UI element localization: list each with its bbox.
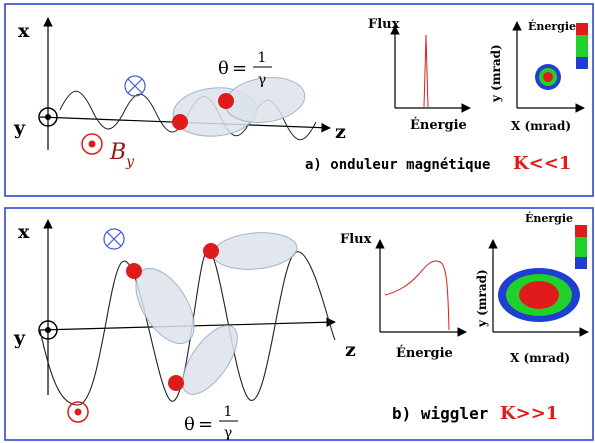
panel-b-ymrad-label: y (mrad) [475,269,489,328]
panel-b-k-label: K>>1 [500,403,558,424]
panel-b-theta-formula: θ = 1 γ [184,404,238,441]
panel-a-electron [172,114,188,130]
panel-b-y-axis-origin-outer [38,320,58,340]
panel-a-field-into-page-icon [124,75,146,97]
panel-a-field-out-of-page-icon [81,133,103,155]
panel-b-energy-scale-red [575,225,587,237]
panel-b-frame [4,207,594,441]
panel-b-y-axis-label: y [13,327,26,349]
panel-a-x-axis-label: x [18,20,30,42]
panel-a-electron [218,93,234,109]
svg-text:=: = [198,414,213,435]
panel-b-y-axis-origin-dot [45,327,51,333]
svg-text:1: 1 [224,404,233,420]
svg-text:θ: θ [184,414,195,435]
panel-b-beam-spot-red [519,281,559,309]
panel-a-y-axis-origin-dot [45,114,51,120]
panel-b-wiggler: x z y θ = 1 [4,207,594,441]
panel-a-angular-plot: y (mrad) X (mrad) Énergie [489,19,588,133]
panel-a-ymrad-label: y (mrad) [489,44,503,103]
svg-text:1: 1 [258,50,267,66]
panel-b-field-into-page-icon [103,228,125,250]
panel-a-y-axis-label: y [13,117,26,139]
panel-a-spectrum-peak [423,34,429,108]
panel-b-angular-plot: y (mrad) X (mrad) Énergie [475,211,589,365]
panel-b-spectrum-curve [384,260,450,331]
panel-b-x-axis-label: x [18,221,30,243]
svg-text:γ: γ [224,425,232,441]
panel-a-k-label: K<<1 [513,153,571,174]
panel-b-xmrad-label: X (mrad) [510,351,570,365]
panel-b-caption: b) wiggler [392,404,488,423]
panel-a-frame [4,3,594,197]
panel-b-emission-cone [135,268,195,344]
panel-b-electron [168,375,184,391]
panel-b-energy-label: Énergie [396,345,453,361]
panel-a-undulator: x z y By θ = 1 [4,3,594,197]
panel-a-y-axis-origin-outer [38,107,58,127]
panel-a-energy-scale-green [576,35,588,57]
panel-a-beam-spot-red [543,72,553,82]
panel-b-z-axis-label: z [345,339,356,361]
svg-text:θ: θ [218,58,229,79]
panel-a-field-label: By [109,140,135,170]
panel-b-flux-label: Flux [340,232,372,247]
panel-b-energy-scale-green [575,237,587,257]
panel-a-energy-scale-red [576,23,588,35]
panel-b-emission-cone [212,232,298,270]
panel-b-emission-cone [182,325,238,395]
panel-b-spectrum-plot: Flux Énergie [340,232,467,361]
panel-a-energy-scale-label: Énergie [528,19,576,33]
panel-b-field-out-of-page-icon [67,401,89,423]
panel-a-caption: a) onduleur magnétique [305,157,490,173]
panel-b-electron [126,263,142,279]
panel-a-spectrum-plot: Flux Énergie [368,17,471,133]
panel-b-energy-scale-label: Énergie [525,211,573,225]
panel-a-z-axis-label: z [335,121,346,143]
svg-text:=: = [232,58,247,79]
panel-a-field-subscript: y [125,154,135,170]
panel-a-energy-label: Énergie [410,117,467,133]
svg-text:γ: γ [258,72,266,88]
panel-a-xmrad-label: X (mrad) [511,119,571,133]
panel-a-energy-scale-blue [576,57,588,69]
panel-b-electron [203,243,219,259]
panel-a-theta-formula: θ = 1 γ [218,50,272,88]
panel-b-energy-scale-blue [575,257,587,269]
